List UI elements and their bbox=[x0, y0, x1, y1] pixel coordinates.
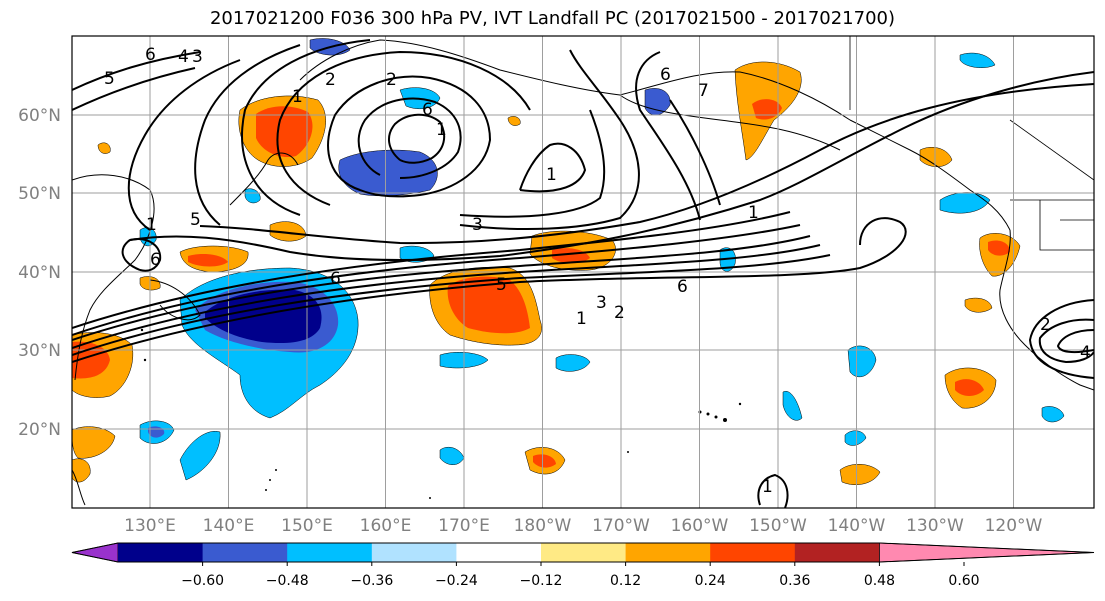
contour-label: 4 bbox=[1080, 343, 1091, 363]
lon-label: 180°W bbox=[514, 516, 572, 536]
colorbar-segment bbox=[202, 543, 288, 562]
lon-label: 130°E bbox=[124, 516, 176, 536]
contour-label: 1 bbox=[546, 165, 557, 185]
colorbar-segment bbox=[710, 543, 796, 562]
contour-label: 3 bbox=[596, 293, 607, 313]
boundaries bbox=[849, 36, 1094, 251]
contour-label: 6 bbox=[422, 100, 433, 120]
lon-label: 150°W bbox=[749, 516, 807, 536]
contour-label: 6 bbox=[330, 269, 341, 289]
colorbar-tick-label: −0.12 bbox=[520, 573, 563, 589]
contour-label: 2 bbox=[614, 303, 625, 323]
contour-label: 1 bbox=[762, 477, 773, 497]
colorbar bbox=[71, 542, 1095, 563]
latitude-labels: 60°N 50°N 40°N 30°N 20°N bbox=[18, 106, 61, 440]
lat-label: 40°N bbox=[18, 263, 61, 283]
contour-label: 1 bbox=[436, 120, 447, 140]
contour-label: 2 bbox=[325, 70, 336, 90]
colorbar-tick-label: −0.48 bbox=[266, 573, 309, 589]
lon-label: 170°W bbox=[592, 516, 650, 536]
contour-lines bbox=[72, 39, 1094, 508]
contour-labels: 5 6 4 3 2 1 2 6 3 5 6 5 3 2 1 6 1 7 1 2 … bbox=[104, 45, 1091, 497]
lon-label: 120°W bbox=[985, 516, 1043, 536]
lon-label: 170°E bbox=[438, 516, 490, 536]
colorbar-segment bbox=[625, 543, 711, 562]
colorbar-tick-label: 0.12 bbox=[610, 573, 641, 589]
contour-label: 5 bbox=[190, 210, 201, 230]
colorbar-segment bbox=[541, 543, 627, 562]
contour-label: 3 bbox=[192, 47, 203, 67]
colorbar-extend-high bbox=[879, 542, 1095, 563]
colorbar-segment bbox=[118, 543, 204, 562]
contour-label: 2 bbox=[1040, 315, 1051, 335]
contour-label: 1 bbox=[146, 215, 157, 235]
lat-label: 50°N bbox=[18, 184, 61, 204]
colorbar-tick-label: −0.60 bbox=[181, 573, 224, 589]
colorbar-tick-label: 0.60 bbox=[948, 573, 979, 589]
contour-label: 2 bbox=[386, 70, 397, 90]
lon-label: 160°W bbox=[671, 516, 729, 536]
colorbar-segment bbox=[794, 543, 880, 562]
lon-label: 140°E bbox=[203, 516, 255, 536]
colorbar-segment bbox=[287, 543, 373, 562]
colorbar-ticks: −0.60 −0.48 −0.36 −0.24 −0.12 0.12 0.24 0.36 0.4… bbox=[181, 562, 980, 589]
contour-label: 5 bbox=[104, 69, 115, 89]
map-area: 5 6 4 3 2 1 2 6 3 5 6 5 3 2 1 6 1 7 1 2 … bbox=[72, 36, 1094, 508]
lat-label: 20°N bbox=[18, 420, 61, 440]
colorbar-segment bbox=[371, 543, 457, 562]
lon-label: 130°W bbox=[906, 516, 964, 536]
colorbar-tick-label: 0.48 bbox=[864, 573, 895, 589]
map-title: 2017021200 F036 300 hPa PV, IVT Landfall… bbox=[209, 8, 896, 29]
lon-label: 150°E bbox=[281, 516, 333, 536]
lat-label: 30°N bbox=[18, 341, 61, 361]
colorbar-segment bbox=[456, 543, 542, 562]
contour-label: 3 bbox=[472, 215, 483, 235]
colorbar-tick-label: −0.24 bbox=[435, 573, 478, 589]
contour-label: 1 bbox=[748, 203, 759, 223]
colorbar-outline bbox=[71, 542, 1095, 563]
lon-label: 140°W bbox=[828, 516, 886, 536]
contour-label: 6 bbox=[145, 45, 156, 65]
pv-positive-shading bbox=[72, 61, 1021, 485]
contour-label: 5 bbox=[496, 275, 507, 295]
contour-label: 1 bbox=[576, 309, 587, 329]
longitude-labels: 130°E 140°E 150°E 160°E 170°E 180°W 170°W 160°W… bbox=[124, 516, 1042, 536]
colorbar-extend-low bbox=[71, 542, 119, 563]
lon-label: 160°E bbox=[360, 516, 412, 536]
colorbar-tick-label: 0.36 bbox=[779, 573, 810, 589]
map-frame bbox=[71, 35, 1095, 509]
lat-label: 60°N bbox=[18, 106, 61, 126]
contour-label: 6 bbox=[150, 250, 161, 270]
contour-label: 6 bbox=[660, 65, 671, 85]
colorbar-tick-label: 0.24 bbox=[695, 573, 726, 589]
lat-lon-grid bbox=[72, 36, 1094, 508]
contour-label: 7 bbox=[698, 81, 709, 101]
contour-label: 1 bbox=[292, 87, 303, 107]
coastlines bbox=[72, 39, 1094, 506]
contour-label: 6 bbox=[677, 277, 688, 297]
contour-label: 4 bbox=[178, 47, 189, 67]
colorbar-tick-label: −0.36 bbox=[350, 573, 393, 589]
